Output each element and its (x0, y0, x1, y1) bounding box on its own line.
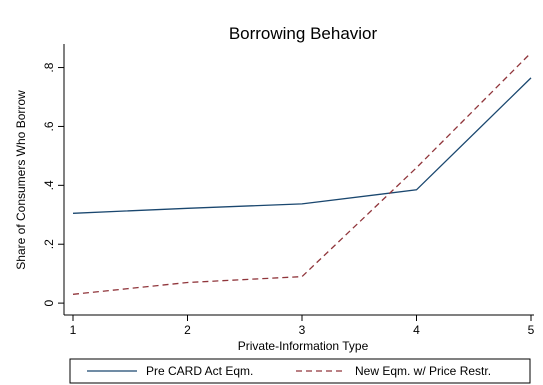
x-ticks: 1 2 3 4 5 (70, 315, 535, 337)
y-tick-label: .4 (42, 180, 56, 190)
y-tick-label: .6 (42, 121, 56, 131)
y-tick-label: 0 (42, 299, 56, 306)
chart-title: Borrowing Behavior (229, 24, 378, 43)
x-tick-label: 1 (70, 323, 77, 337)
x-axis-label: Private-Information Type (238, 339, 369, 353)
series-layer (72, 52, 532, 295)
legend-items: Pre CARD Act Eqm. New Eqm. w/ Price Restr… (87, 364, 491, 378)
x-tick-label: 4 (413, 323, 420, 337)
legend: Pre CARD Act Eqm. New Eqm. w/ Price Restr… (69, 358, 531, 384)
x-tick-label: 5 (528, 323, 535, 337)
y-axis-label: Share of Consumers Who Borrow (14, 90, 28, 270)
series-line-1 (72, 77, 532, 214)
legend-label-1: Pre CARD Act Eqm. (146, 364, 253, 378)
y-tick-label: .2 (42, 239, 56, 249)
legend-label-2: New Eqm. w/ Price Restr. (355, 364, 491, 378)
y-ticks: 0 .2 .4 .6 .8 (42, 62, 64, 306)
plot-area: 0 .2 .4 .6 .8 1 2 3 4 5 (42, 44, 535, 337)
x-tick-label: 3 (299, 323, 306, 337)
series-line-2 (72, 52, 532, 295)
y-tick-label: .8 (42, 62, 56, 72)
x-tick-label: 2 (184, 323, 191, 337)
